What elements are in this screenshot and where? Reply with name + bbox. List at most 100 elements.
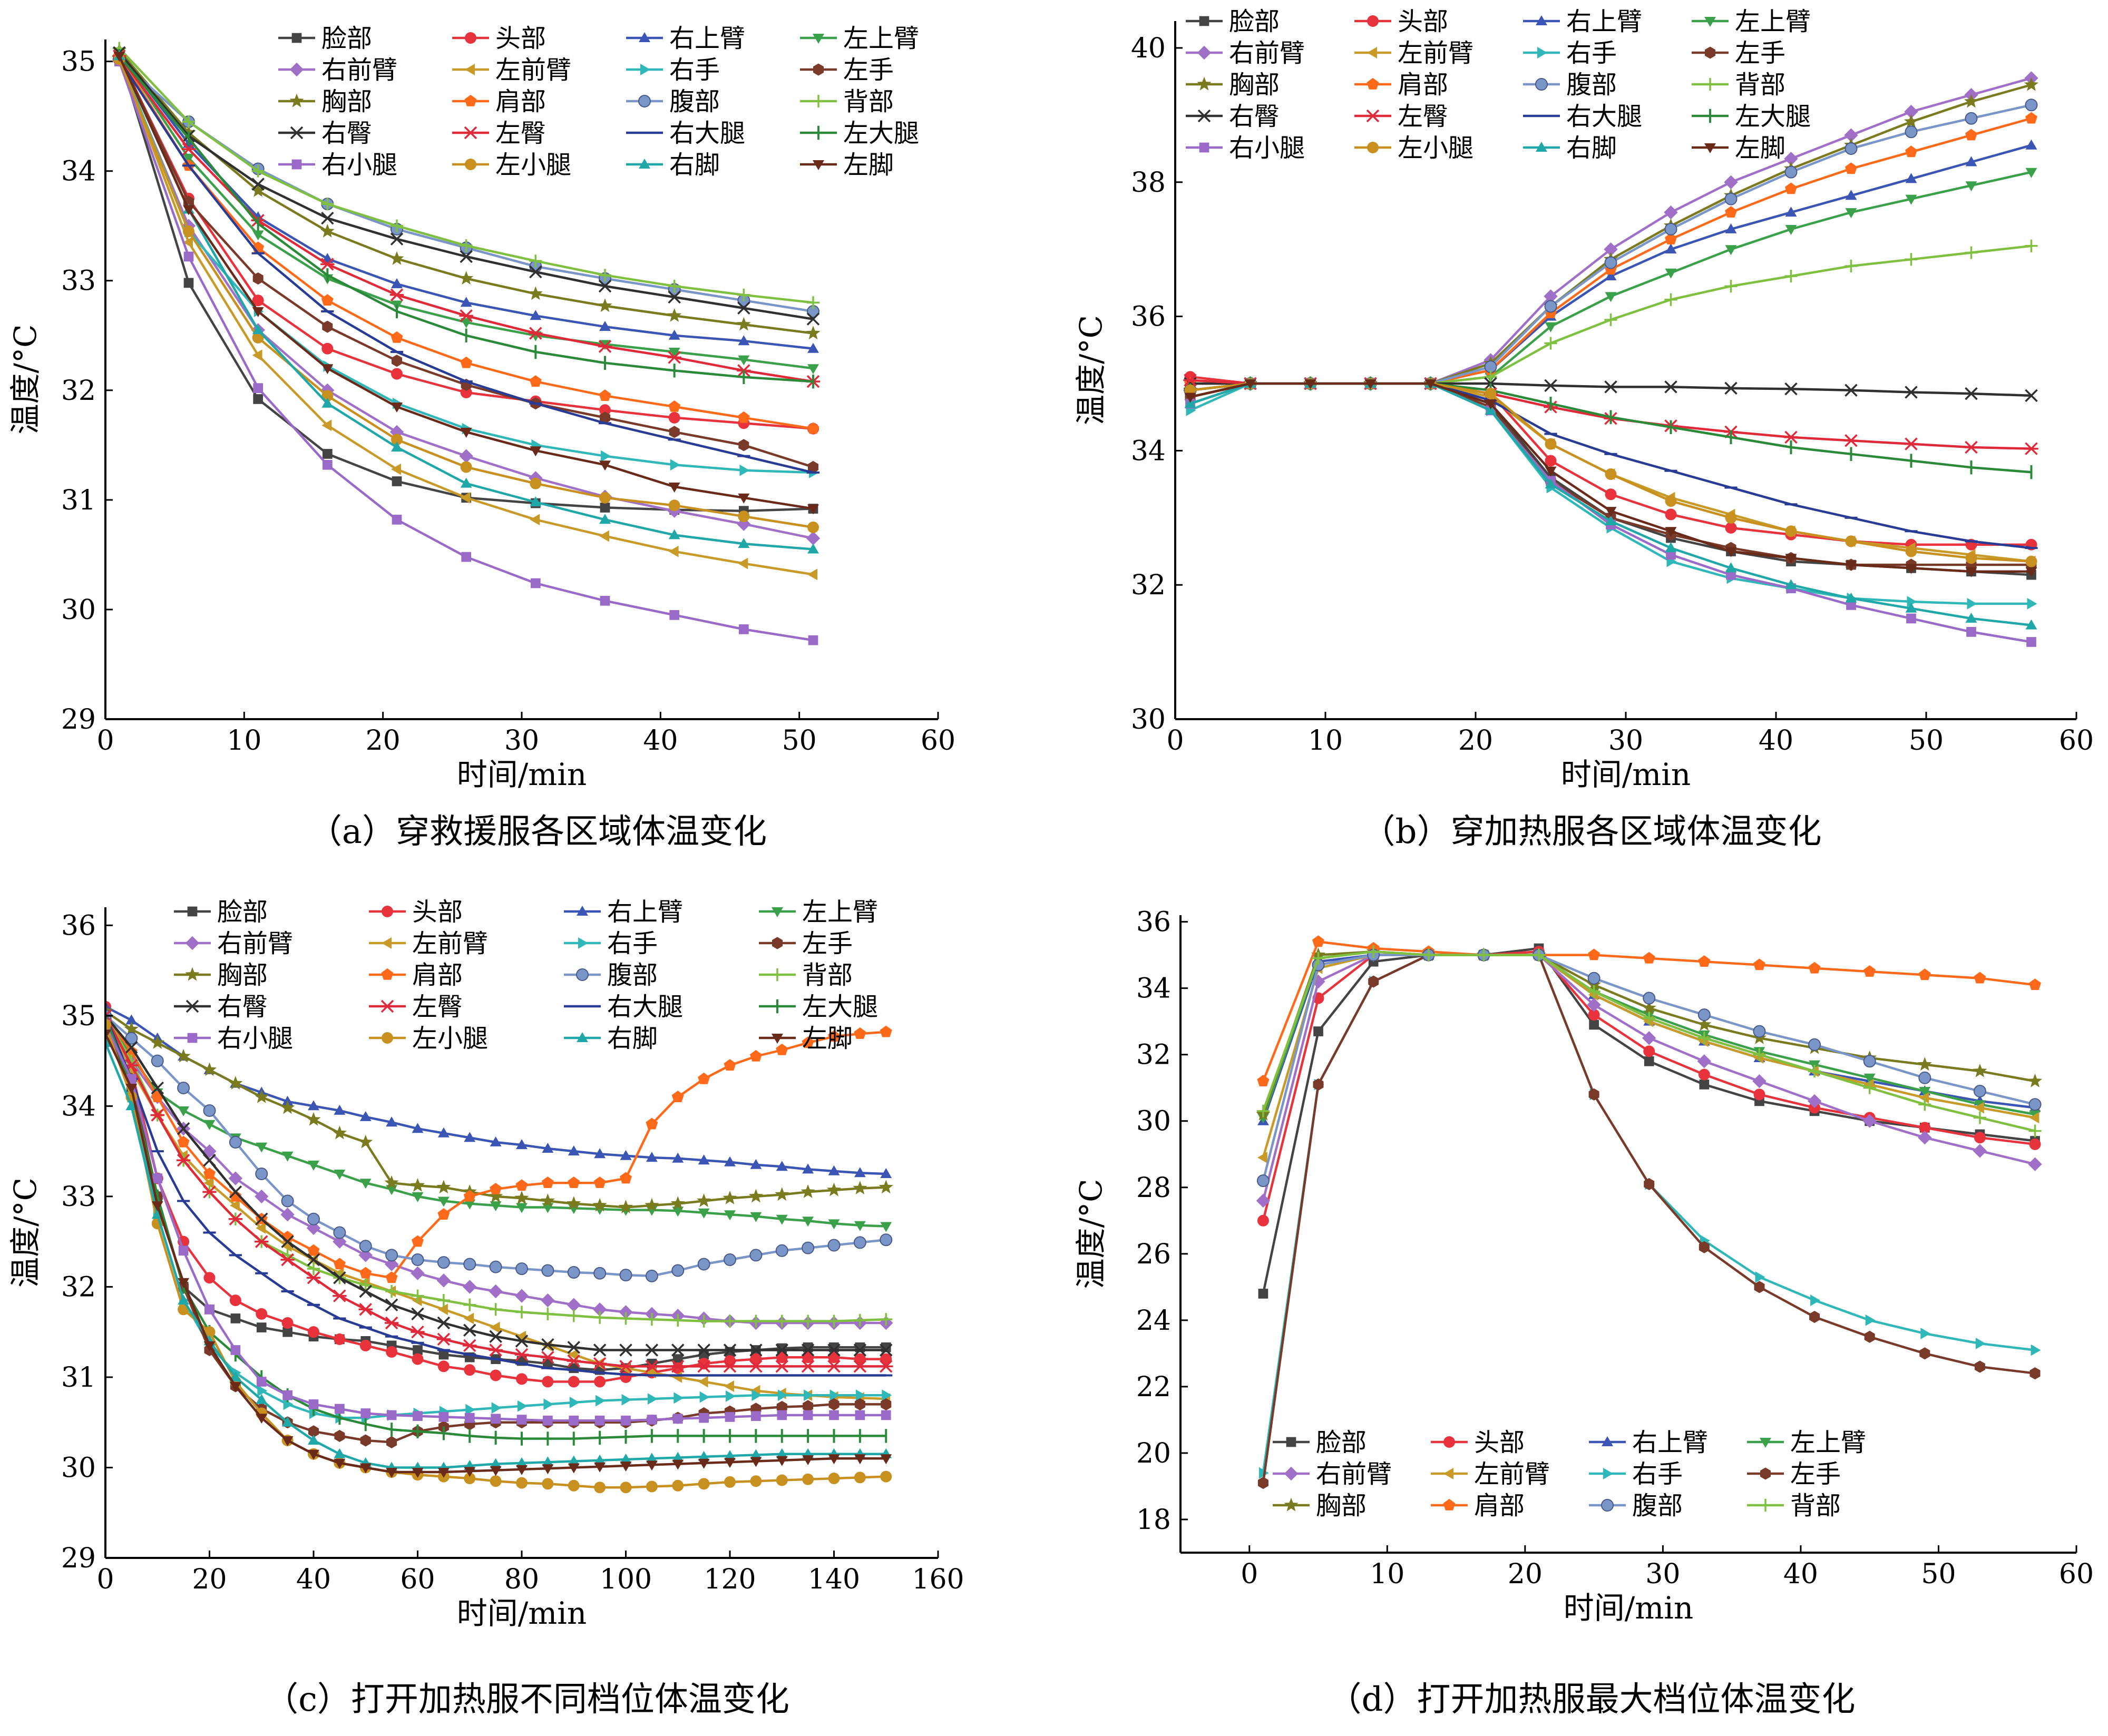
data-point — [1807, 1094, 1822, 1109]
data-point — [334, 1448, 346, 1458]
data-point — [1752, 1074, 1767, 1088]
data-point — [256, 1308, 268, 1320]
data-point — [105, 1018, 111, 1031]
y-tick-label: 32 — [1136, 1039, 1171, 1071]
data-point — [593, 1267, 607, 1280]
legend-label: 右臀 — [321, 119, 372, 148]
data-point — [1587, 985, 1600, 998]
legend-label: 胸部 — [1229, 70, 1280, 100]
legend-marker — [1367, 47, 1377, 58]
data-point — [723, 1315, 737, 1328]
legend-marker — [291, 33, 302, 43]
legend-label: 脸部 — [217, 897, 268, 927]
data-point — [1905, 194, 1917, 205]
data-point — [600, 595, 610, 606]
data-point — [490, 1475, 502, 1487]
data-point — [391, 331, 403, 343]
legend-label: 背部 — [1735, 70, 1785, 100]
legend-marker — [1704, 143, 1716, 153]
data-point — [1845, 208, 1857, 219]
data-point — [105, 1029, 111, 1040]
data-point — [203, 1120, 216, 1130]
data-point — [464, 1364, 476, 1376]
series-17 — [1184, 377, 2037, 567]
legend-label: 左前臂 — [495, 55, 571, 85]
data-point — [1544, 379, 1557, 393]
legend-label: 腹部 — [669, 87, 720, 116]
x-tick-label: 10 — [1308, 725, 1343, 757]
legend-label: 左臀 — [1398, 102, 1448, 131]
data-point — [1664, 293, 1677, 306]
data-point — [459, 449, 473, 463]
legend-item: 左脚 — [1692, 133, 1785, 163]
data-point — [204, 1304, 214, 1315]
legend-marker — [186, 999, 199, 1013]
data-point — [619, 1312, 632, 1325]
data-point — [460, 461, 472, 473]
legend-marker — [1197, 45, 1212, 60]
data-point — [463, 1298, 476, 1311]
data-point — [828, 1398, 840, 1410]
data-point — [723, 1191, 737, 1204]
data-point — [645, 1269, 658, 1282]
data-point — [749, 1315, 763, 1328]
data-point — [806, 531, 821, 545]
legend-marker — [465, 64, 475, 75]
data-point — [411, 1325, 425, 1339]
data-point — [1973, 1085, 1986, 1098]
data-point — [697, 1315, 710, 1328]
legend-label: 左小腿 — [495, 150, 571, 180]
data-point — [2026, 637, 2036, 647]
x-tick-label: 40 — [296, 1564, 331, 1595]
data-point — [2028, 1124, 2042, 1137]
data-point — [410, 1178, 425, 1192]
data-point — [203, 1104, 216, 1117]
data-point — [530, 446, 542, 457]
data-point — [229, 1382, 241, 1392]
data-point — [1257, 1214, 1269, 1227]
data-point — [307, 1212, 320, 1225]
data-point — [880, 1313, 893, 1326]
x-tick-label: 40 — [1783, 1558, 1818, 1590]
x-tick-label: 20 — [1458, 725, 1493, 757]
data-point — [281, 1416, 294, 1427]
data-point — [411, 1307, 424, 1321]
data-point — [125, 1100, 138, 1111]
data-point — [308, 1100, 319, 1111]
x-tick-label: 40 — [1759, 725, 1793, 757]
data-point — [775, 1315, 788, 1328]
data-point — [1753, 1025, 1766, 1038]
data-point — [599, 460, 611, 471]
data-point — [672, 1479, 684, 1492]
data-point — [1863, 1081, 1876, 1094]
data-point — [619, 1360, 633, 1373]
data-point — [516, 1139, 528, 1150]
x-tick-label: 0 — [96, 725, 114, 757]
data-point — [1257, 1152, 1267, 1163]
data-point — [776, 1161, 788, 1171]
x-tick-label: 10 — [227, 725, 261, 757]
legend-item: 左上臂 — [1747, 1428, 1866, 1457]
data-point — [151, 1201, 163, 1211]
legend-item: 右臀 — [278, 119, 372, 148]
data-point — [333, 1258, 346, 1270]
y-tick-label: 22 — [1136, 1371, 1171, 1403]
legend-item: 胸部 — [1186, 70, 1280, 100]
data-point — [529, 327, 543, 340]
legend-marker — [1367, 77, 1379, 90]
legend-item: 脸部 — [1273, 1428, 1367, 1457]
data-point — [880, 1222, 892, 1232]
x-tick-label: 30 — [1645, 1558, 1680, 1590]
y-tick-label: 36 — [61, 910, 96, 941]
data-point — [176, 1048, 191, 1063]
data-point — [437, 1127, 450, 1137]
data-point — [2027, 597, 2037, 610]
legend-label: 右大腿 — [669, 119, 745, 148]
data-point — [672, 1207, 684, 1217]
legend-label: 肩部 — [1474, 1491, 1525, 1521]
data-point — [1905, 564, 1917, 574]
legend-item: 右脚 — [1523, 133, 1617, 163]
x-tick-label: 80 — [504, 1564, 539, 1595]
data-point — [854, 1167, 866, 1178]
